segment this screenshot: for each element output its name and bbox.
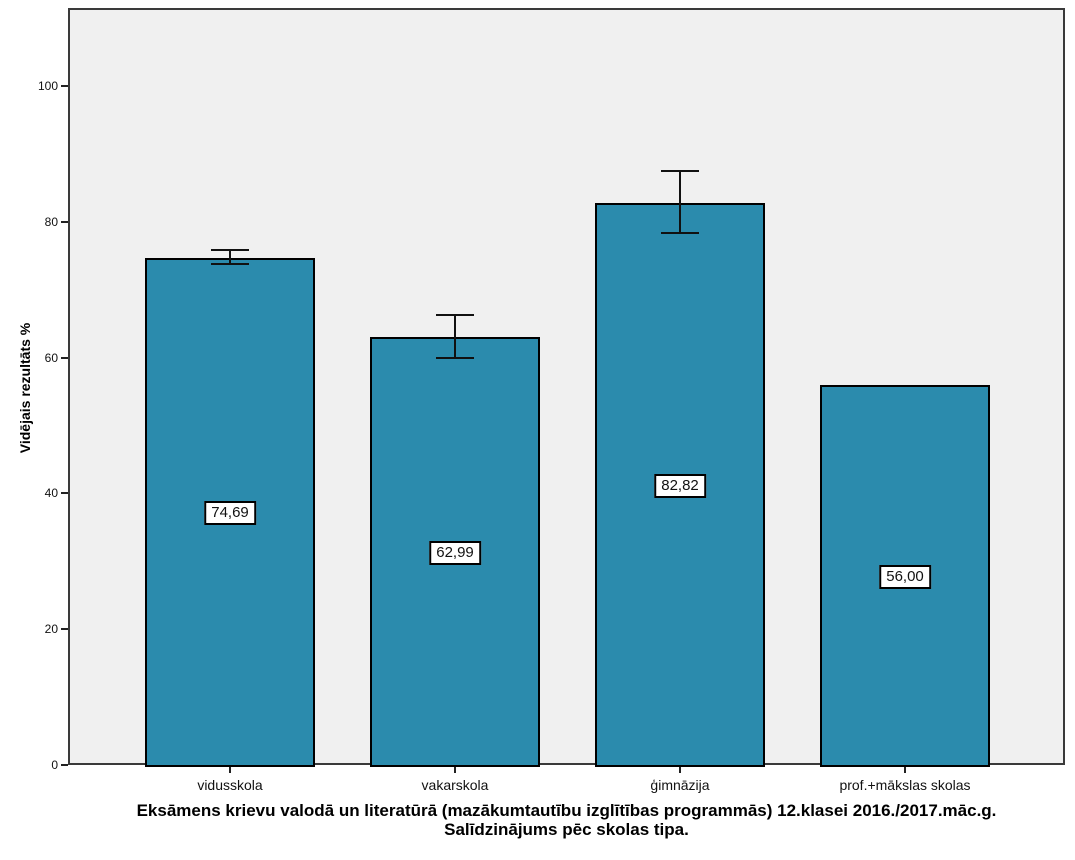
chart-caption: Eksāmens krievu valodā un literatūrā (ma… [68,801,1065,839]
error-bar-line [454,314,456,359]
x-axis-category-label: prof.+mākslas skolas [839,777,971,793]
chart-caption-line-2: Salīdzinājums pēc skolas tipa. [444,820,689,839]
error-bar-cap [211,248,249,251]
error-bar-line [229,249,231,264]
x-axis-category-label: vidusskola [197,777,263,793]
y-axis-tick-mark [61,220,68,223]
chart-caption-line-1: Eksāmens krievu valodā un literatūrā (ma… [136,801,997,820]
y-axis-tick-label: 60 [44,350,58,365]
x-axis-category-label: ģimnāzija [650,777,710,793]
error-bar-cap [661,169,699,172]
y-axis-tick-label: 80 [44,214,58,229]
error-bar-line [679,170,681,233]
y-axis-tick-label: 40 [44,486,58,501]
x-axis-tick-mark [454,767,456,773]
y-axis-tick-label: 100 [37,79,58,93]
y-axis-title: Vidējais rezultāts % [17,322,33,454]
y-axis-tick-label: 0 [51,758,58,772]
y-axis-tick-mark [61,356,68,359]
error-bar-cap [436,313,474,316]
y-axis-tick-mark [61,764,68,766]
x-axis-category-label: vakarskola [421,777,489,793]
error-bar-cap [211,262,249,265]
error-bar-cap [436,357,474,360]
y-axis-tick-mark [61,628,68,631]
y-axis-tick-mark [61,85,68,87]
x-axis-tick-mark [904,767,906,773]
y-axis-tick-label: 20 [44,622,58,637]
x-axis-tick-mark [679,767,681,773]
bar-value-label: 62,99 [429,541,481,566]
y-axis-tick-mark [61,492,68,495]
bar-value-label: 82,82 [654,473,706,498]
bar-value-label: 56,00 [879,564,931,589]
bar-value-label: 74,69 [204,501,256,526]
x-axis-tick-mark [229,767,231,773]
error-bar-cap [661,231,699,234]
